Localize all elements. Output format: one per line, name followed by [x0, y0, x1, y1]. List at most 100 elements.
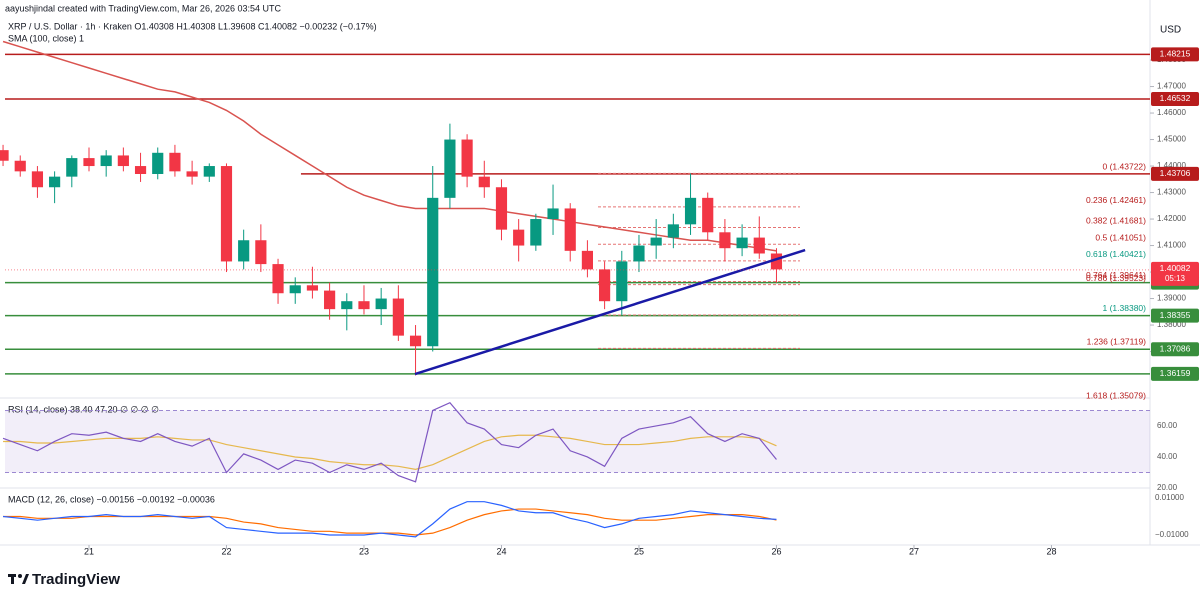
y-tick-label: 1.42000 [1157, 214, 1186, 223]
x-tick-label: 23 [359, 546, 369, 556]
y-tick-label: 1.45000 [1157, 135, 1186, 144]
candle-body [238, 240, 250, 262]
price-tag-label: 1.38355 [1160, 310, 1191, 320]
sma-label: SMA (100, close) 1 [8, 33, 84, 43]
price-tag [1151, 366, 1199, 381]
y-tick-label: 1.44000 [1157, 161, 1186, 170]
candle-body [530, 219, 542, 246]
candle-body [616, 261, 628, 302]
candle-body [220, 166, 233, 262]
countdown: 05:13 [1165, 274, 1186, 283]
price-tag [1151, 166, 1199, 181]
candle-body [770, 253, 783, 270]
macd-label: MACD (12, 26, close) −0.00156 −0.00192 −… [8, 494, 215, 504]
price-tag-label: 1.37086 [1160, 344, 1191, 354]
candle-body [513, 229, 525, 246]
candle-body [255, 240, 267, 265]
price-tag-label: 1.48215 [1160, 49, 1191, 59]
candle-body [581, 250, 593, 270]
candle-body [186, 171, 198, 177]
logo-mark [11, 574, 14, 584]
y-tick-label: 1.47000 [1157, 82, 1186, 91]
rsi-line [2, 401, 777, 483]
logo: TradingView [8, 571, 120, 588]
candle-body [358, 301, 370, 310]
candle-body [684, 197, 697, 225]
rsi-tick-label: 60.00 [1157, 421, 1178, 430]
candle-body [100, 155, 112, 167]
candle-body [427, 197, 439, 347]
y-tick-label: 1.46000 [1157, 108, 1186, 117]
y-tick-label: 1.41000 [1157, 241, 1186, 250]
candle-body [14, 160, 26, 172]
candle-body [31, 171, 44, 188]
x-tick-label: 28 [1046, 546, 1056, 556]
price-tag-label: 1.36159 [1160, 368, 1191, 378]
rsi-band [5, 410, 1150, 473]
candle-body [633, 245, 645, 262]
candle-body [478, 176, 490, 188]
last-price-label: 1.40082 [1160, 263, 1191, 273]
x-tick-label: 24 [496, 546, 506, 556]
candle-body [169, 152, 181, 172]
candle-body [702, 197, 714, 233]
macd-tick-label: −0.01000 [1155, 530, 1189, 539]
y-tick-label: 1.38000 [1157, 320, 1186, 329]
candle-body [289, 285, 301, 294]
candle-body [341, 301, 353, 310]
rsi-ma-line [3, 434, 777, 471]
candle-body [306, 285, 319, 291]
x-tick-label: 21 [84, 546, 94, 556]
y-tick-label: 1.39000 [1157, 294, 1186, 303]
candle-body [117, 155, 129, 167]
price-tag [1151, 308, 1199, 323]
fib-label: 1.618 (1.35079) [1086, 391, 1146, 401]
candle-body [324, 290, 336, 310]
fib-label: 0.764 (1.39641) [1086, 270, 1146, 280]
candle-body [444, 139, 456, 198]
candle-body [134, 166, 147, 174]
x-tick-label: 25 [634, 546, 644, 556]
candle-body [0, 150, 9, 161]
currency: USD [1160, 25, 1181, 36]
candle-body [272, 264, 284, 294]
last-price-tag [1151, 261, 1199, 286]
macd-tick-label: 0.01000 [1155, 493, 1184, 502]
trendline [414, 248, 806, 376]
macd-line [2, 501, 777, 538]
fib-label: 0.786 (1.39523) [1086, 273, 1146, 283]
y-tick-label: 1.43000 [1157, 188, 1186, 197]
logo-mark [22, 574, 29, 584]
fib-label: 1 (1.38380) [1103, 303, 1147, 313]
price-tag-label: 1.46532 [1160, 93, 1191, 103]
price-tag [1151, 342, 1199, 357]
candle-body [409, 335, 422, 347]
candle-body [564, 208, 576, 251]
candle-body [719, 232, 731, 249]
rsi-tick-label: 20.00 [1157, 483, 1178, 492]
price-tag [1151, 91, 1199, 106]
candle-body [667, 224, 679, 238]
candle-body [375, 298, 387, 310]
candle-body [495, 187, 508, 230]
candle-body [49, 176, 61, 188]
rsi-label: RSI (14, close) 38.40 47.20 ∅ ∅ ∅ ∅ [8, 404, 159, 414]
logo-mark [18, 574, 22, 578]
price-tag [1151, 47, 1199, 62]
candle-body [547, 208, 559, 220]
candle-body [736, 237, 748, 249]
fib-label: 0 (1.43722) [1103, 162, 1147, 172]
candle-body [83, 158, 95, 167]
x-tick-label: 22 [221, 546, 231, 556]
fib-label: 0.5 (1.41051) [1095, 232, 1146, 242]
sma-line [2, 40, 777, 252]
x-tick-label: 27 [909, 546, 919, 556]
candle-body [753, 237, 765, 254]
candle-body [392, 298, 404, 336]
fib-label: 0.236 (1.42461) [1086, 195, 1146, 205]
candle-body [203, 166, 215, 177]
candle-body [152, 152, 164, 174]
price-tag-label: 1.43706 [1160, 168, 1191, 178]
fib-label: 0.382 (1.41681) [1086, 216, 1146, 226]
